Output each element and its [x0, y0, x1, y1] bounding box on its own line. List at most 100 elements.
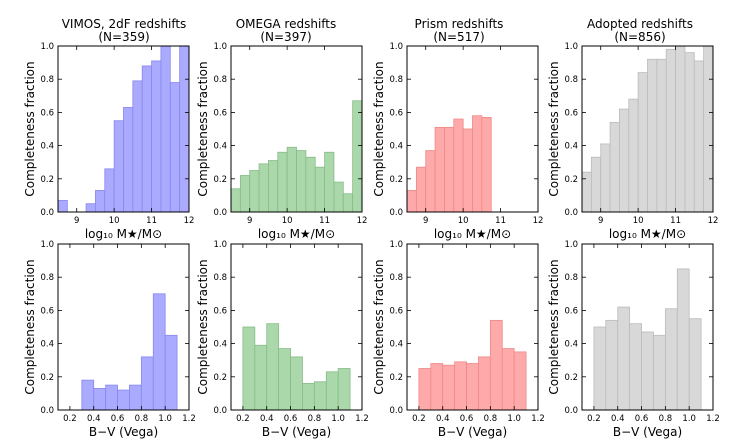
ytick-label-vimos-color-1: 0.2: [40, 373, 54, 383]
bar-vimos-mass-4: [95, 190, 106, 213]
bar-adopted-color-0: [593, 326, 607, 411]
ytick-label-vimos-mass-5: 1.0: [40, 42, 54, 52]
bar-adopted-mass-12: [693, 60, 705, 213]
xlabel-adopted-mass: log₁₀ M★/M⊙: [609, 227, 686, 241]
col-title-vimos-n: (N=359): [98, 30, 149, 44]
ylabel-vimos-mass: Completeness fraction: [23, 61, 37, 196]
xlabel-prism-mass: log₁₀ M★/M⊙: [434, 227, 511, 241]
ytick-label-omega-mass-1: 0.2: [213, 175, 227, 185]
xtick-label-prism-color-1: 0.4: [436, 414, 450, 424]
col-title-omega-n: (N=397): [260, 30, 311, 44]
ytick-label-adopted-mass-3: 0.6: [564, 108, 578, 118]
bar-prism-mass-2: [425, 150, 436, 213]
xtick-label-adopted-mass-0: 9: [598, 216, 603, 226]
ytick-label-prism-color-4: 0.8: [389, 273, 403, 283]
bar-vimos-mass-7: [123, 107, 134, 213]
ytick-label-prism-mass-4: 0.8: [389, 75, 403, 85]
bar-vimos-mass-5: [104, 168, 115, 213]
bar-omega-color-8: [337, 368, 351, 411]
ytick-label-prism-color-1: 0.2: [389, 373, 403, 383]
axes-frame-prism-mass: [406, 45, 539, 213]
xlabel-vimos-color: B−V (Vega): [89, 425, 158, 439]
xtick-label-vimos-color-5: 1.2: [182, 414, 196, 424]
ytick-label-omega-mass-2: 0.4: [213, 142, 227, 152]
xtick-label-prism-color-4: 1.0: [507, 414, 521, 424]
bar-adopted-color-7: [676, 268, 690, 411]
bar-adopted-mass-1: [590, 156, 602, 213]
xtick-label-omega-color-5: 1.2: [355, 414, 369, 424]
xtick-label-vimos-mass-2: 11: [146, 216, 157, 226]
ylabel-omega-color: Completeness fraction: [196, 259, 210, 394]
xtick-label-vimos-color-4: 1.0: [158, 414, 172, 424]
bar-vimos-mass-3: [85, 203, 96, 213]
ytick-label-vimos-mass-4: 0.8: [40, 75, 54, 85]
bar-omega-mass-4: [268, 160, 279, 213]
ytick-label-vimos-color-4: 0.8: [40, 273, 54, 283]
xtick-label-vimos-color-1: 0.4: [87, 414, 101, 424]
ytick-label-omega-color-4: 0.8: [213, 273, 227, 283]
bar-omega-mass-13: [352, 100, 363, 213]
xtick-label-omega-color-3: 0.8: [308, 414, 322, 424]
panel-omega-color: 0.0 0.2 0.4 0.6 0.8 1.0 0.2 0.4 0.6 0.8 1.0 1.2 Comp…: [196, 240, 369, 439]
col-title-adopted-n: (N=856): [614, 30, 665, 44]
bar-omega-mass-1: [239, 175, 251, 213]
bar-omega-mass-8: [305, 156, 316, 213]
ytick-label-omega-color-0: 0.0: [213, 406, 227, 416]
bar-vimos-color-3: [117, 389, 130, 411]
bar-omega-mass-10: [324, 151, 335, 213]
xtick-label-adopted-color-4: 1.0: [682, 414, 696, 424]
ytick-label-omega-color-5: 1.0: [213, 240, 227, 250]
xtick-label-omega-mass-0: 9: [247, 216, 252, 226]
bar-omega-mass-3: [258, 163, 269, 213]
bar-adopted-color-8: [688, 318, 702, 411]
bar-omega-color-1: [254, 344, 268, 411]
bar-vimos-color-2: [105, 384, 118, 411]
bar-omega-mass-11: [333, 181, 344, 213]
bar-adopted-mass-4: [619, 108, 630, 213]
panel-vimos-color: 0.0 0.2 0.4 0.6 0.8 1.0 0.2 0.4 0.6 0.8 1.0 1.2 Comp…: [23, 240, 196, 439]
ylabel-omega-mass: Completeness fraction: [196, 61, 210, 196]
panels: 0.0 0.2 0.4 0.6 0.8 1.0 9 10 11 12 Completeness fr…: [23, 42, 720, 439]
ytick-label-prism-mass-5: 1.0: [389, 42, 403, 52]
ytick-label-vimos-color-3: 0.6: [40, 306, 54, 316]
ytick-label-omega-mass-0: 0.0: [213, 208, 227, 218]
bar-vimos-mass-12: [169, 82, 181, 213]
ytick-label-adopted-mass-4: 0.8: [564, 75, 578, 85]
ytick-label-vimos-color-2: 0.4: [40, 340, 54, 350]
xtick-label-adopted-color-5: 1.2: [706, 414, 720, 424]
bar-prism-mass-1: [415, 166, 427, 213]
bar-prism-mass-7: [472, 115, 483, 213]
col-title-vimos: VIMOS, 2dF redshifts: [62, 17, 187, 31]
ytick-label-omega-mass-5: 1.0: [213, 42, 227, 52]
xtick-label-vimos-color-0: 0.2: [63, 414, 77, 424]
panel-prism-color: 0.0 0.2 0.4 0.6 0.8 1.0 0.2 0.4 0.6 0.8 1.0 1.2 Comp…: [372, 240, 545, 439]
ytick-label-adopted-color-2: 0.4: [564, 340, 578, 350]
ytick-label-prism-mass-2: 0.4: [389, 142, 403, 152]
xtick-label-adopted-mass-2: 11: [670, 216, 681, 226]
xlabel-omega-mass: log₁₀ M★/M⊙: [258, 227, 335, 241]
axes-frame-omega-mass: [230, 45, 363, 213]
bar-adopted-color-1: [605, 319, 619, 411]
xlabel-omega-color: B−V (Vega): [262, 425, 331, 439]
bar-vimos-mass-8: [132, 80, 143, 213]
ytick-label-adopted-color-0: 0.0: [564, 406, 578, 416]
ytick-label-omega-color-2: 0.4: [213, 340, 227, 350]
ylabel-prism-mass: Completeness fraction: [372, 61, 386, 196]
ytick-label-prism-mass-0: 0.0: [389, 208, 403, 218]
bar-adopted-color-5: [653, 334, 666, 411]
ytick-label-vimos-mass-1: 0.2: [40, 175, 54, 185]
ylabel-adopted-color: Completeness fraction: [547, 259, 561, 394]
bar-prism-color-8: [513, 351, 527, 411]
xtick-label-adopted-mass-1: 10: [633, 216, 644, 226]
bar-vimos-color-5: [140, 356, 154, 411]
ytick-label-adopted-color-5: 1.0: [564, 240, 578, 250]
panel-adopted-mass: 0.0 0.2 0.4 0.6 0.8 1.0 9 10 11 12 Completeness fr…: [547, 42, 718, 241]
bar-prism-color-0: [418, 368, 432, 411]
bar-adopted-color-3: [629, 323, 642, 411]
bar-omega-mass-5: [277, 151, 288, 213]
ytick-label-vimos-mass-3: 0.6: [40, 108, 54, 118]
axes-frame-prism-color: [406, 243, 539, 411]
xtick-label-prism-color-2: 0.6: [460, 414, 474, 424]
xtick-label-adopted-mass-3: 12: [708, 216, 719, 226]
ytick-label-omega-mass-4: 0.8: [213, 75, 227, 85]
